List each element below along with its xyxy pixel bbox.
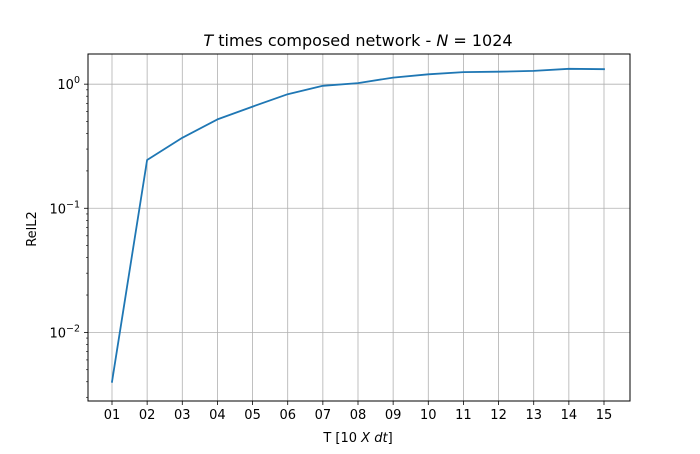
xlabel-var-dt: dt (374, 431, 388, 446)
x-tick-label: 09 (385, 408, 402, 423)
x-tick-label: 10 (420, 408, 437, 423)
xlabel-pre: T [10 (322, 431, 361, 446)
y-axis-ticks: 10−2 10−1 100 (49, 75, 88, 398)
xlabel-var-x: X (360, 431, 371, 446)
x-tick-label: 08 (350, 408, 367, 423)
x-tick-label: 02 (139, 408, 156, 423)
x-axis-ticks: 01 02 03 04 05 06 07 08 09 10 11 12 13 14 15 (104, 401, 613, 423)
series-layer (110, 67, 605, 383)
y-axis-title: RelL2 (25, 211, 40, 247)
x-tick-label: 12 (490, 408, 507, 423)
x-tick-label: 14 (561, 408, 578, 423)
y-tick-label: 100 (57, 75, 80, 93)
x-tick-label: 03 (174, 408, 191, 423)
x-tick-label: 04 (209, 408, 226, 423)
x-tick-label: 15 (596, 408, 613, 423)
plot-area (88, 54, 630, 401)
title-var-t: T (203, 31, 214, 50)
x-tick-label: 13 (525, 408, 542, 423)
series-line (110, 67, 605, 383)
y-tick-label: 10−2 (49, 323, 80, 341)
x-tick-label: 07 (315, 408, 332, 423)
x-axis-title: T [10 X dt] (322, 431, 392, 446)
title-var-n: N (436, 31, 448, 50)
x-tick-label: 01 (104, 408, 121, 423)
chart-title: T times composed network - N = 1024 (203, 31, 512, 50)
x-tick-label: 05 (244, 408, 261, 423)
x-tick-label: 06 (279, 408, 296, 423)
title-mid: times composed network - (213, 31, 436, 50)
title-eq: = 1024 (448, 31, 512, 50)
grid-layer (88, 54, 630, 401)
x-tick-label: 11 (455, 408, 472, 423)
xlabel-post: ] (388, 431, 393, 446)
y-tick-label: 10−1 (49, 199, 80, 217)
